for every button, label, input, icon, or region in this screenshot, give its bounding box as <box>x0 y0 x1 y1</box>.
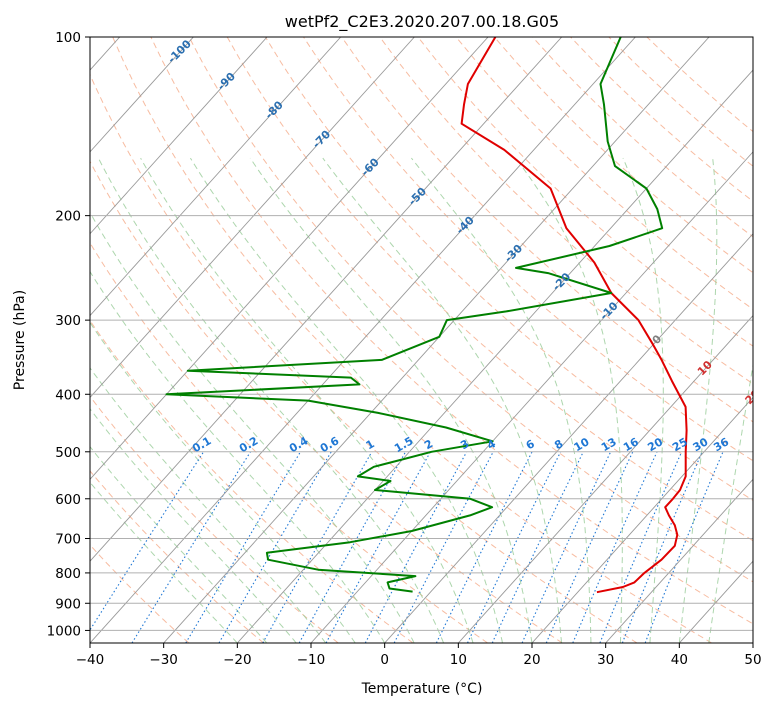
isotherm-line <box>90 37 194 153</box>
x-axis-label: Temperature (°C) <box>361 681 483 697</box>
x-tick-label: −30 <box>149 652 178 668</box>
x-tick-label: 40 <box>671 652 688 668</box>
chart-title: wetPf2_C2E3.2020.207.00.18.G05 <box>285 12 559 32</box>
isotherm-line <box>384 233 753 643</box>
mixing-ratio-line <box>393 451 494 643</box>
data-series <box>165 37 688 594</box>
mixing-ratio-line <box>90 451 205 631</box>
isotherm-line <box>90 37 489 480</box>
y-tick-label: 500 <box>55 445 81 461</box>
mixing-ratio-line <box>599 451 683 643</box>
isotherm-line <box>752 642 753 643</box>
dry-adiabat-line <box>150 37 753 625</box>
y-tick-label: 100 <box>55 30 81 46</box>
mixing-ratio-line <box>298 451 407 643</box>
dry-adiabat-line <box>90 319 414 643</box>
y-tick-label: 400 <box>55 387 81 403</box>
dry-adiabat-line <box>608 37 753 167</box>
dry-adiabat-line <box>90 470 264 643</box>
isotherm-line <box>90 37 563 562</box>
mixing-ratio-line <box>325 451 431 643</box>
dry-adiabat-line <box>417 37 753 347</box>
dry-adiabat-line <box>646 37 753 133</box>
mixing-ratio-line <box>131 451 251 643</box>
dry-adiabat-line <box>455 37 753 310</box>
mixing-ratio-line <box>521 451 612 643</box>
moist-adiabat-line <box>90 270 386 643</box>
dry-adiabat-line <box>379 37 753 385</box>
x-tick-label: −40 <box>76 652 105 668</box>
y-tick-label: 1000 <box>47 623 81 639</box>
y-tick-label: 800 <box>55 566 81 582</box>
isotherm-line <box>605 478 753 643</box>
plot-frame <box>89 36 754 644</box>
mixing-ratio-line <box>185 451 301 643</box>
dry-adiabat-line <box>264 37 753 501</box>
mixing-ratio-line <box>435 451 533 643</box>
dry-adiabat-line <box>493 37 753 274</box>
y-tick-label: 600 <box>55 492 81 508</box>
moist-adiabat-line <box>90 367 327 643</box>
x-tick-label: 10 <box>450 652 467 668</box>
y-axis-label: Pressure (hPa) <box>12 290 28 390</box>
isotherm-line <box>90 37 342 317</box>
plot-area: 0.1 0.2 0.4 0.6 1 1.5 2 3 4 6 8 10 13 16 20 25 30 36-100-… <box>90 37 763 643</box>
mixing-ratio-line <box>364 451 468 643</box>
moist-adiabat-line <box>90 481 238 643</box>
x-tick-label: −20 <box>223 652 252 668</box>
dry-adiabat-line <box>90 73 638 643</box>
isotherm-line <box>310 151 753 643</box>
moist-adiabat-line <box>97 157 445 643</box>
mixing-ratio-line <box>262 451 373 643</box>
y-tick-label: 700 <box>55 532 81 548</box>
moist-adiabat-line <box>708 362 753 643</box>
isotherm-line <box>163 37 710 643</box>
isotherm-line <box>236 69 753 643</box>
moist-adiabat-line <box>515 157 623 643</box>
contour-labels: 0.1 0.2 0.4 0.6 1 1.5 2 3 4 6 8 10 13 16 20 25 30 36-100-… <box>165 37 763 455</box>
dewpoint-profile-line <box>165 37 664 593</box>
dry-adiabat-line <box>112 37 712 643</box>
mixing-ratio-line <box>621 451 703 643</box>
dry-adiabat-line <box>90 544 190 643</box>
y-tick-label: 900 <box>55 596 81 612</box>
isotherm-line <box>457 314 753 643</box>
pressure-gridlines <box>90 37 753 631</box>
x-tick-label: 20 <box>523 652 540 668</box>
mixing-ratio-line <box>572 451 658 643</box>
moist-adiabat-line <box>90 445 268 643</box>
mixing-ratio-label: 4 <box>485 437 498 452</box>
isotherm-line <box>531 396 753 643</box>
dry-adiabat-line <box>90 395 339 643</box>
axis-ticks: −40 −30 −20 −10 0 10 20 30 40 50 100 200 300 400 500 60… <box>47 30 762 668</box>
x-tick-label: 30 <box>597 652 614 668</box>
dry-adiabats <box>90 37 753 643</box>
y-tick-label: 300 <box>55 313 81 329</box>
moist-adiabat-line <box>90 321 356 643</box>
mixing-ratio-line <box>491 451 584 643</box>
x-tick-label: 50 <box>744 652 761 668</box>
moist-adiabat-line <box>249 157 533 643</box>
mixing-ratio-line <box>545 451 634 643</box>
moist-adiabat-line <box>678 158 718 643</box>
x-tick-label: 0 <box>380 652 389 668</box>
dry-adiabat-line <box>90 160 563 643</box>
mixing-ratio-lines <box>90 451 724 643</box>
y-tick-label: 200 <box>55 209 81 225</box>
mixing-ratio-label: 6 <box>524 437 537 452</box>
isotherm-line <box>90 37 636 643</box>
isotherm-line <box>90 37 268 235</box>
temperature-profile-line <box>460 37 688 594</box>
isotherm-line <box>678 560 753 643</box>
isotherm-line <box>90 37 415 399</box>
mixing-ratio-label: 2 <box>422 437 435 452</box>
moist-adiabat-line <box>322 157 562 643</box>
dry-adiabat-line <box>90 241 488 643</box>
isotherms <box>90 37 753 643</box>
isotherm-label: 20 <box>743 387 763 407</box>
x-tick-label: −10 <box>297 652 326 668</box>
moist-adiabat-line <box>411 157 592 643</box>
mixing-ratio-line <box>467 451 562 643</box>
